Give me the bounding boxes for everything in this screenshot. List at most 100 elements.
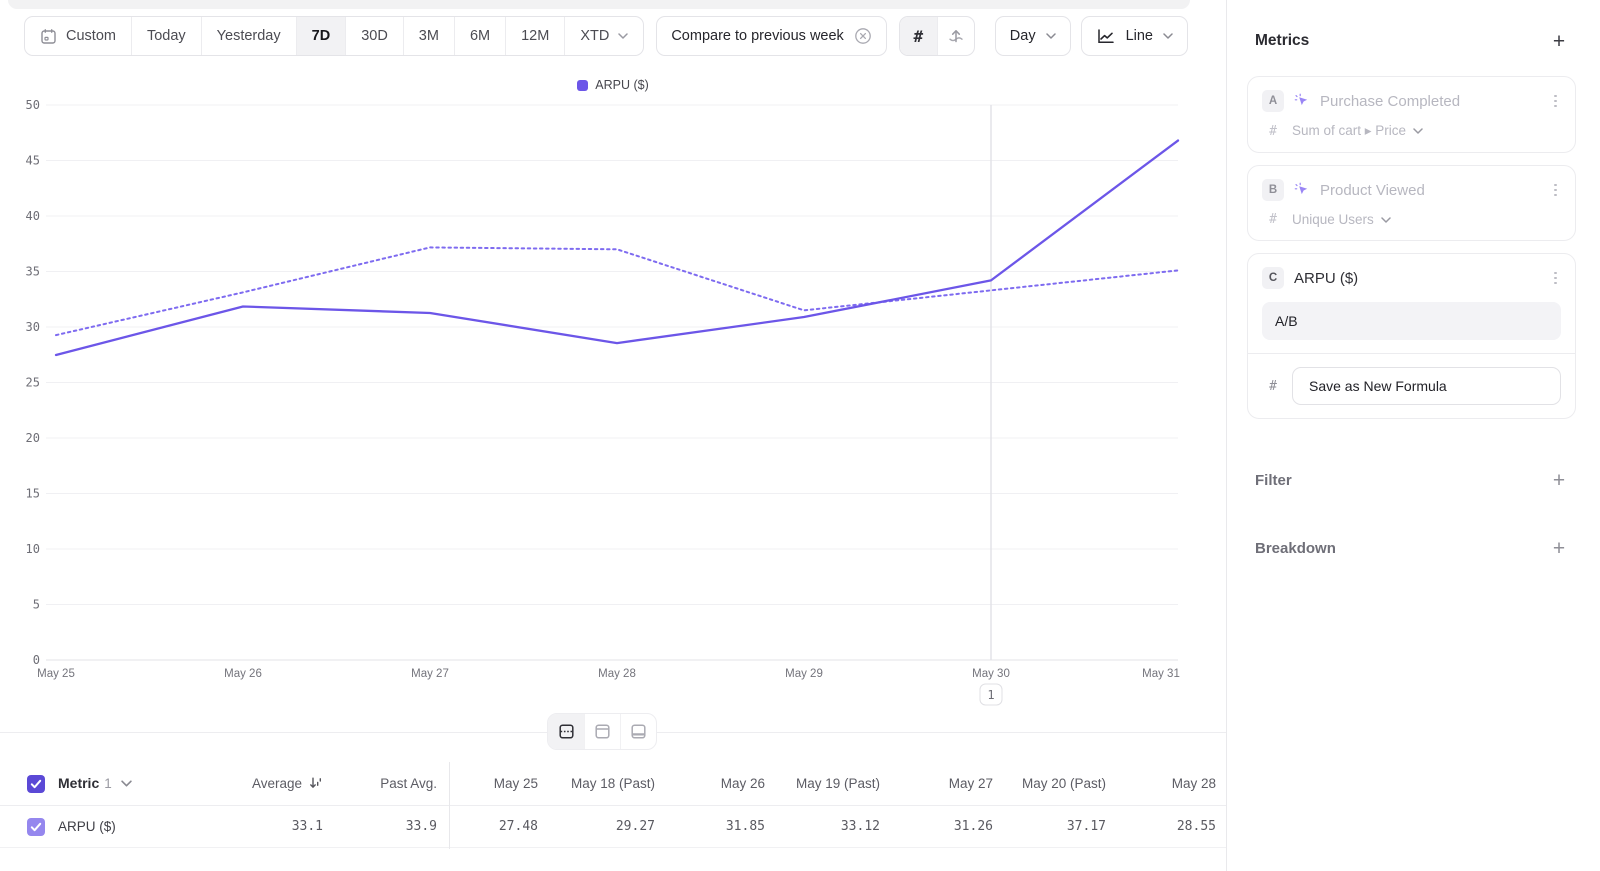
date-range-today[interactable]: Today [132, 17, 202, 55]
column-header-1[interactable]: Average [230, 776, 335, 791]
annotation-badge[interactable]: 1 [979, 683, 1003, 706]
y-axis-tick: 50 [26, 98, 40, 112]
main-canvas: Custom Today Yesterday 7D 30D 3M 6M 12M XTD Comp… [0, 0, 1226, 849]
metric-name[interactable]: Purchase Completed [1320, 92, 1461, 110]
metric-letter-badge: C [1262, 267, 1284, 289]
cell-value-7: 31.26 [953, 819, 993, 834]
metric-card-a: A Purchase Completed # Sum of cart ▸ Price [1247, 76, 1576, 153]
header-edge-strip [8, 0, 1190, 9]
sort-icon[interactable] [309, 776, 323, 790]
number-type-icon: # [1269, 212, 1277, 227]
chevron-down-icon [1413, 128, 1423, 134]
layout-table-only-toggle[interactable] [620, 714, 656, 749]
query-sidebar: Metrics + A Purchase Completed # Sum of car… [1226, 0, 1600, 871]
y-axis-tick: 5 [33, 598, 40, 612]
metric-count: 1 [104, 775, 112, 791]
metric-letter-badge: A [1262, 90, 1284, 112]
add-breakdown-button[interactable]: + [1552, 536, 1566, 560]
x-axis-tick: May 25 [37, 668, 75, 680]
date-range-3m[interactable]: 3M [404, 17, 455, 55]
metrics-title: Metrics [1255, 32, 1310, 49]
column-header-4[interactable]: May 18 (Past) [570, 776, 655, 791]
chart-display-toggles: # [898, 16, 975, 56]
cell-value-2: 33.9 [335, 804, 450, 849]
card-divider [1248, 353, 1575, 354]
series-past-line[interactable] [55, 246, 1179, 337]
event-spark-icon [1294, 182, 1308, 195]
granularity-dropdown[interactable]: Day [994, 16, 1071, 56]
table-header-row: Metric 1 Average Past Avg. May 25 May 18 (Pa… [0, 762, 1226, 806]
column-header-9[interactable]: May 28 [1171, 776, 1216, 791]
date-range-30d[interactable]: 30D [346, 17, 404, 55]
number-type-icon: # [1269, 378, 1277, 394]
dismiss-circle-icon[interactable] [854, 27, 872, 45]
metric-column-label: Metric [58, 774, 100, 791]
metric-options-kebab-icon[interactable] [1550, 180, 1561, 201]
column-header-3[interactable]: May 25 [493, 776, 538, 791]
metric-name[interactable]: ARPU ($) [1294, 269, 1359, 287]
add-filter-button[interactable]: + [1552, 468, 1566, 492]
chart-type-dropdown[interactable]: Line [1080, 16, 1188, 56]
column-header-8[interactable]: May 20 (Past) [1021, 776, 1106, 791]
metric-card-c: C ARPU ($) A/B # Save as New Formula [1247, 253, 1576, 419]
filter-section: Filter + [1255, 469, 1570, 491]
metric-name[interactable]: Product Viewed [1320, 181, 1425, 199]
y-axis-tick: 45 [26, 154, 40, 168]
y-axis-tick: 25 [26, 376, 40, 390]
x-axis-tick: May 26 [224, 668, 262, 680]
cell-value-4: 29.27 [615, 819, 655, 834]
chart-toolbar: Custom Today Yesterday 7D 30D 3M 6M 12M XTD Comp… [24, 16, 1188, 56]
metric-options-kebab-icon[interactable] [1550, 268, 1561, 289]
chart-legend: ARPU ($) [0, 78, 1226, 92]
metric-options-kebab-icon[interactable] [1550, 91, 1561, 112]
formula-input[interactable]: A/B [1262, 302, 1561, 340]
metric-row-cell: ARPU ($) [0, 817, 230, 836]
x-axis-tick: May 27 [411, 668, 449, 680]
chevron-down-icon [1045, 33, 1056, 39]
column-header-7[interactable]: May 27 [948, 776, 993, 791]
metric-header-cell: Metric 1 [0, 774, 230, 793]
date-range-custom[interactable]: Custom [25, 17, 132, 55]
add-metric-button[interactable]: + [1552, 29, 1566, 53]
column-header-5[interactable]: May 26 [720, 776, 765, 791]
series-current-line[interactable] [54, 139, 1180, 357]
annotation-flag-icon [949, 30, 963, 43]
x-axis-tick: May 31 [1142, 668, 1180, 680]
date-range-xtd[interactable]: XTD [565, 17, 643, 55]
chart-type-label: Line [1125, 28, 1153, 44]
column-header-6[interactable]: May 19 (Past) [795, 776, 880, 791]
compare-label: Compare to previous week [671, 28, 844, 44]
measure-dropdown[interactable]: Unique Users [1292, 212, 1391, 227]
row-checkbox[interactable] [27, 817, 45, 836]
layout-split-toggle[interactable] [548, 714, 584, 749]
annotations-toggle[interactable] [936, 17, 974, 55]
legend-label: ARPU ($) [595, 78, 649, 92]
panel-layout-toggles [547, 713, 657, 750]
layout-chart-only-toggle[interactable] [584, 714, 620, 749]
cell-value-5: 31.85 [725, 819, 765, 834]
x-axis-tick: May 29 [785, 668, 823, 680]
chevron-down-icon [1381, 216, 1391, 223]
svg-text:1: 1 [987, 688, 994, 702]
gridlines-icon: # [913, 26, 924, 46]
chevron-down-icon[interactable] [121, 780, 132, 787]
column-header-2[interactable]: Past Avg. [335, 762, 450, 806]
select-all-checkbox[interactable] [27, 774, 45, 793]
table-row[interactable]: ARPU ($) 33.1 33.9 27.48 29.27 31.85 33.12 31.… [0, 804, 1226, 849]
y-axis-tick: 15 [26, 487, 40, 501]
y-axis-tick: 30 [26, 320, 40, 334]
cell-value-8: 37.17 [1066, 819, 1106, 834]
compare-button[interactable]: Compare to previous week [656, 16, 887, 56]
chevron-down-icon [618, 33, 629, 39]
y-axis-tick: 35 [26, 265, 40, 279]
cell-value-3: 27.48 [498, 819, 538, 834]
save-as-new-formula-button[interactable]: Save as New Formula [1292, 367, 1561, 405]
date-range-6m[interactable]: 6M [455, 17, 507, 55]
gridlines-toggle[interactable]: # [899, 17, 937, 55]
date-range-yesterday[interactable]: Yesterday [202, 17, 297, 55]
line-chart[interactable]: 0 5 10 15 20 25 30 35 40 45 50 May 25 May 26 May 27 Ma… [0, 95, 1226, 713]
measure-dropdown[interactable]: Sum of cart ▸ Price [1292, 123, 1423, 139]
date-range-12m[interactable]: 12M [506, 17, 566, 55]
date-range-7d[interactable]: 7D [296, 17, 347, 55]
